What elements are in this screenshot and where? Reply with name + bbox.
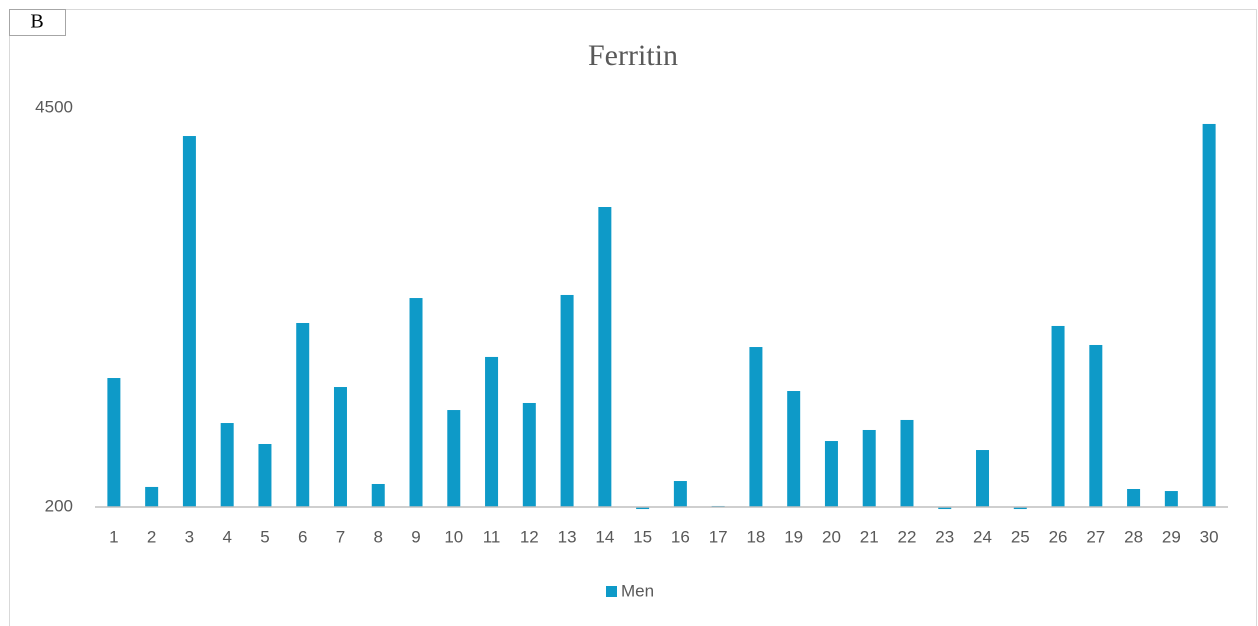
x-tick-label: 5 (260, 527, 269, 546)
x-tick-label: 4 (222, 527, 231, 546)
x-tick-label: 12 (520, 527, 539, 546)
bar (824, 441, 838, 507)
bar (220, 423, 234, 507)
bar (296, 322, 310, 507)
x-tick-label: 29 (1162, 527, 1181, 546)
x-tick-label: 15 (633, 527, 652, 546)
bar (333, 387, 347, 507)
bar (1127, 488, 1141, 507)
x-tick-label: 1 (109, 527, 118, 546)
bar (900, 419, 914, 507)
bar (182, 136, 196, 507)
x-tick-label: 24 (973, 527, 992, 546)
x-tick-label: 9 (411, 527, 420, 546)
x-tick-label: 17 (709, 527, 728, 546)
x-tick-label: 13 (558, 527, 577, 546)
x-tick-label: 23 (935, 527, 954, 546)
x-tick-label: 3 (185, 527, 194, 546)
x-tick-label: 14 (595, 527, 614, 546)
bar (1089, 344, 1103, 507)
bar (258, 443, 272, 507)
x-tick-label: 6 (298, 527, 307, 546)
panel-box (9, 9, 66, 36)
x-tick-label: 7 (336, 527, 345, 546)
bar (1202, 123, 1216, 508)
y-tick-label: 200 (45, 496, 73, 515)
bar (1051, 325, 1065, 507)
panel-label: B (30, 11, 43, 33)
bar (371, 483, 385, 507)
x-tick-label: 20 (822, 527, 841, 546)
x-tick-label: 8 (374, 527, 383, 546)
bar (409, 298, 423, 507)
x-tick-label: 11 (483, 527, 501, 546)
x-tick-label: 30 (1200, 527, 1219, 546)
x-tick-label: 25 (1011, 527, 1030, 546)
bar (145, 486, 159, 507)
bar (787, 391, 801, 507)
y-tick-label: 4500 (35, 97, 73, 116)
x-tick-label: 28 (1124, 527, 1143, 546)
x-tick-label: 21 (860, 527, 879, 546)
bar (976, 450, 990, 507)
bar (447, 410, 461, 507)
bar (749, 347, 763, 507)
x-tick-label: 26 (1049, 527, 1068, 546)
bar (636, 507, 650, 510)
legend-label: Men (621, 581, 654, 600)
bar (938, 507, 952, 510)
x-tick-label: 27 (1086, 527, 1105, 546)
x-tick-label: 18 (746, 527, 765, 546)
x-tick-label: 19 (784, 527, 803, 546)
bar (862, 429, 876, 507)
bar (107, 378, 121, 507)
bar (673, 481, 687, 507)
bar (485, 356, 499, 507)
chart-title: Ferritin (588, 39, 678, 72)
legend-swatch (606, 586, 617, 597)
bar (598, 207, 612, 507)
x-tick-label: 22 (898, 527, 917, 546)
bar (522, 402, 536, 507)
x-tick-label: 10 (444, 527, 463, 546)
bar (560, 294, 574, 507)
chart-frame (9, 9, 1257, 626)
x-tick-label: 16 (671, 527, 690, 546)
bar (1164, 491, 1178, 507)
x-tick-label: 2 (147, 527, 156, 546)
bar (1013, 507, 1027, 510)
